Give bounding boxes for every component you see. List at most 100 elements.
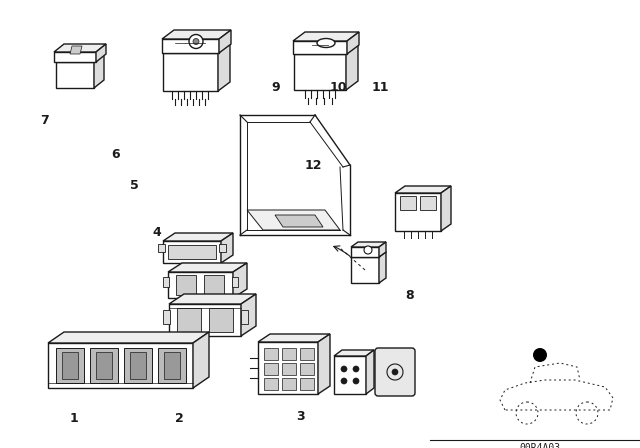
Bar xyxy=(130,352,146,379)
Polygon shape xyxy=(193,332,209,388)
Bar xyxy=(300,363,314,375)
Polygon shape xyxy=(233,263,247,298)
Bar xyxy=(96,352,112,379)
Text: 6: 6 xyxy=(111,148,120,161)
Polygon shape xyxy=(168,272,233,298)
FancyBboxPatch shape xyxy=(375,348,415,396)
Polygon shape xyxy=(441,186,451,231)
Text: 7: 7 xyxy=(40,114,49,128)
Polygon shape xyxy=(48,332,209,343)
Polygon shape xyxy=(395,193,441,231)
Text: 3: 3 xyxy=(296,410,305,423)
Polygon shape xyxy=(70,46,82,54)
Polygon shape xyxy=(334,356,366,394)
Polygon shape xyxy=(318,334,330,394)
Polygon shape xyxy=(219,30,231,53)
Circle shape xyxy=(576,402,598,424)
Polygon shape xyxy=(169,294,256,304)
Bar xyxy=(158,348,186,383)
Bar xyxy=(177,308,201,332)
Circle shape xyxy=(533,348,547,362)
Bar xyxy=(209,308,233,332)
Polygon shape xyxy=(218,44,230,91)
Bar xyxy=(56,348,84,383)
Text: 5: 5 xyxy=(130,179,139,193)
Bar xyxy=(163,277,169,287)
Bar xyxy=(300,348,314,360)
Polygon shape xyxy=(168,263,247,272)
Bar xyxy=(164,352,180,379)
Bar xyxy=(219,244,226,252)
Polygon shape xyxy=(293,41,347,54)
Polygon shape xyxy=(48,343,193,388)
Bar xyxy=(282,363,296,375)
Polygon shape xyxy=(294,54,346,90)
Bar xyxy=(241,310,248,324)
Circle shape xyxy=(353,378,359,384)
Polygon shape xyxy=(163,53,218,91)
Polygon shape xyxy=(169,304,241,336)
Text: 1: 1 xyxy=(69,412,78,426)
Polygon shape xyxy=(294,45,358,54)
Bar xyxy=(264,363,278,375)
Polygon shape xyxy=(241,294,256,336)
Text: 11: 11 xyxy=(372,81,390,94)
Bar xyxy=(264,378,278,390)
Polygon shape xyxy=(54,52,96,62)
Circle shape xyxy=(353,366,359,372)
Polygon shape xyxy=(366,350,374,394)
Circle shape xyxy=(193,39,199,44)
Text: 12: 12 xyxy=(305,159,323,172)
Polygon shape xyxy=(347,32,359,54)
Text: 8: 8 xyxy=(405,289,414,302)
Bar xyxy=(420,196,436,210)
Text: 00R4A03: 00R4A03 xyxy=(520,443,561,448)
Polygon shape xyxy=(379,242,386,257)
Text: 10: 10 xyxy=(329,81,347,94)
Polygon shape xyxy=(56,54,104,62)
Polygon shape xyxy=(163,233,233,241)
Text: 9: 9 xyxy=(271,81,280,94)
Polygon shape xyxy=(275,215,323,227)
Bar xyxy=(90,348,118,383)
Bar xyxy=(400,196,416,210)
Bar xyxy=(282,378,296,390)
Polygon shape xyxy=(258,342,318,394)
Polygon shape xyxy=(351,247,379,257)
Polygon shape xyxy=(351,252,386,257)
Text: 2: 2 xyxy=(175,412,184,426)
Polygon shape xyxy=(379,252,386,283)
Bar xyxy=(300,378,314,390)
Polygon shape xyxy=(351,242,386,247)
Bar xyxy=(264,348,278,360)
Circle shape xyxy=(364,246,372,254)
Circle shape xyxy=(189,34,203,48)
Polygon shape xyxy=(351,257,379,283)
Polygon shape xyxy=(162,39,219,53)
Polygon shape xyxy=(293,32,359,41)
Polygon shape xyxy=(94,54,104,88)
Bar xyxy=(282,348,296,360)
Polygon shape xyxy=(395,186,451,193)
Polygon shape xyxy=(56,62,94,88)
Polygon shape xyxy=(54,44,106,52)
Bar xyxy=(168,245,216,259)
Polygon shape xyxy=(163,241,221,263)
Polygon shape xyxy=(163,44,230,53)
Text: 4: 4 xyxy=(152,226,161,240)
Bar xyxy=(204,275,224,295)
Bar xyxy=(62,352,78,379)
Circle shape xyxy=(341,366,347,372)
Polygon shape xyxy=(96,44,106,62)
Polygon shape xyxy=(346,45,358,90)
Bar xyxy=(158,244,165,252)
Circle shape xyxy=(516,402,538,424)
Bar xyxy=(124,348,152,383)
Bar xyxy=(176,275,196,295)
Polygon shape xyxy=(334,350,374,356)
Ellipse shape xyxy=(317,39,335,47)
Circle shape xyxy=(392,369,398,375)
Polygon shape xyxy=(247,210,340,230)
Polygon shape xyxy=(162,30,231,39)
Polygon shape xyxy=(221,233,233,263)
